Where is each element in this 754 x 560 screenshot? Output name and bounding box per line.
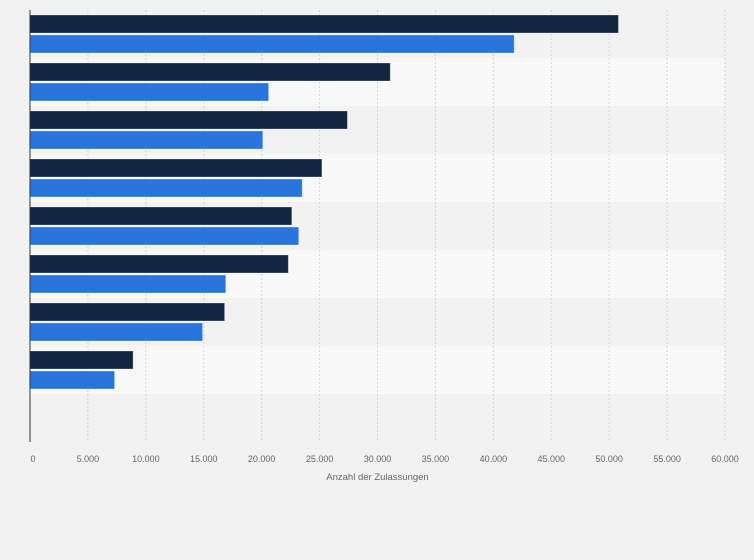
x-tick-label: 30.000 [364,454,392,464]
x-tick-label: 25.000 [306,454,334,464]
gridlines [87,10,726,442]
bar-series-2[interactable] [29,130,264,150]
x-tick-label: 15.000 [190,454,218,464]
x-tick-label: 40.000 [480,454,508,464]
x-tick-label: 20.000 [248,454,276,464]
x-tick-label: 50.000 [595,454,623,464]
x-tick-label: 45.000 [537,454,565,464]
x-tick-label: 5.000 [77,454,100,464]
bar-series-1[interactable] [29,158,323,178]
bar-series-2[interactable] [29,34,515,54]
x-tick-label: 0 [30,454,35,464]
x-axis-ticks: 0 5.000 10.000 15.000 20.000 25.000 30.000 35.0… [30,454,738,464]
bar-series-2[interactable] [29,226,300,246]
bar-series-1[interactable] [29,206,293,226]
x-tick-label: 35.000 [422,454,450,464]
bar-series-1[interactable] [29,110,348,130]
bar-series-1[interactable] [29,254,289,274]
bar-series-2[interactable] [29,178,303,198]
bar-series-1[interactable] [29,14,619,34]
bars [29,14,619,390]
x-axis-title: Anzahl der Zulassungen [326,472,428,483]
bar-series-2[interactable] [29,322,203,342]
x-tick-label: 55.000 [653,454,681,464]
bar-series-2[interactable] [29,82,270,102]
bar-series-1[interactable] [29,62,391,82]
bar-series-2[interactable] [29,370,115,390]
bar-series-2[interactable] [29,274,227,294]
bar-series-1[interactable] [29,350,134,370]
bar-series-1[interactable] [29,302,226,322]
x-tick-label: 60.000 [711,454,739,464]
x-tick-label: 10.000 [132,454,160,464]
